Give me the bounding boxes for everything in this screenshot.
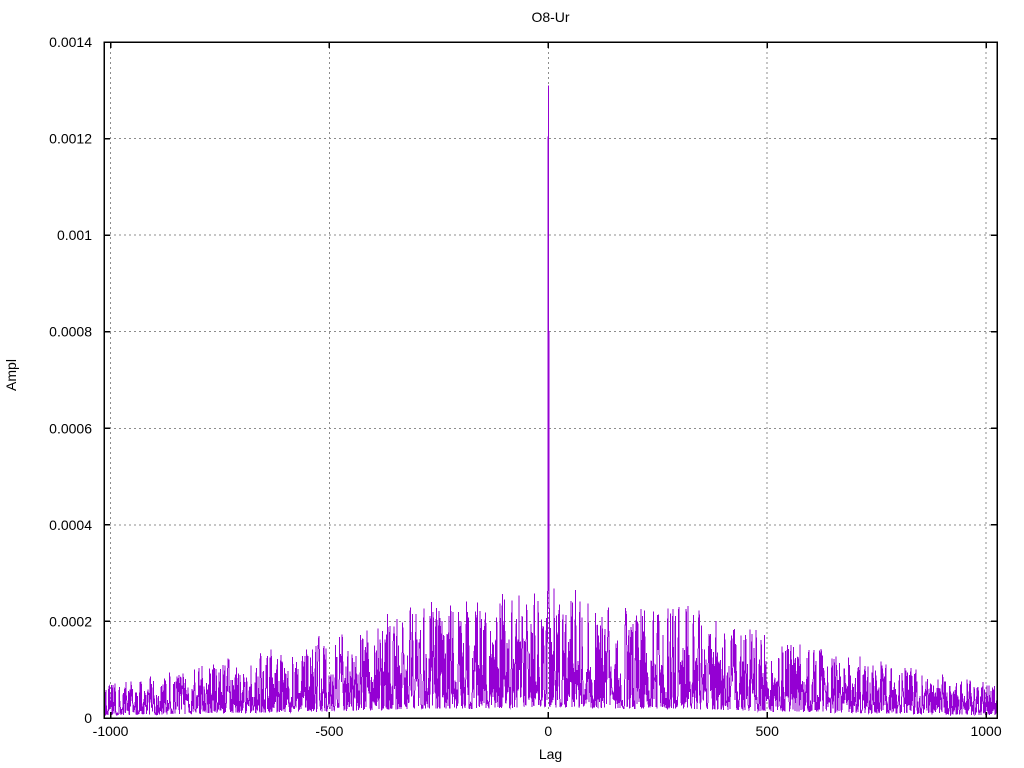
y-tick-label: 0.0002 bbox=[49, 613, 92, 629]
x-tick-label: 0 bbox=[544, 723, 552, 739]
y-tick-label: 0.0008 bbox=[49, 324, 92, 340]
chart-title: O8-Ur bbox=[531, 9, 570, 25]
y-tick-label: 0.0012 bbox=[49, 131, 92, 147]
plot-border bbox=[103, 41, 998, 719]
y-tick-label: 0.001 bbox=[57, 227, 92, 243]
x-axis-label: Lag bbox=[538, 746, 563, 762]
y-tick-label: 0.0004 bbox=[49, 517, 92, 533]
x-tick-label: 500 bbox=[756, 723, 780, 739]
y-axis-label: Ampl bbox=[3, 359, 19, 391]
x-tick-label: 1000 bbox=[970, 723, 1001, 739]
y-tick-label: 0.0006 bbox=[49, 420, 92, 436]
data-series-path bbox=[103, 85, 998, 717]
x-tick-label: -500 bbox=[315, 723, 343, 739]
y-tick-label: 0.0014 bbox=[49, 34, 92, 50]
x-tick-label: -1000 bbox=[93, 723, 129, 739]
y-tick-label: 0 bbox=[84, 710, 92, 726]
